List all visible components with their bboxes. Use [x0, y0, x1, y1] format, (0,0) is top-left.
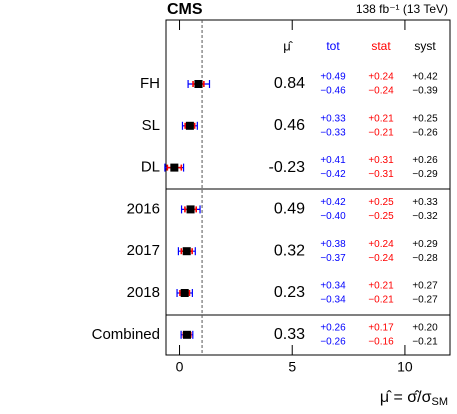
x-tick-label: 10	[397, 359, 413, 375]
error-label: −0.26	[320, 336, 346, 347]
value-label: -0.23	[269, 159, 306, 176]
error-label: −0.42	[320, 169, 346, 180]
error-label: −0.39	[412, 86, 438, 97]
error-label: −0.33	[320, 127, 346, 138]
value-label: 0.46	[274, 117, 305, 134]
value-label: 0.32	[274, 242, 305, 259]
point	[194, 80, 203, 88]
error-label: −0.46	[320, 86, 346, 97]
error-label: −0.40	[320, 211, 346, 222]
error-label: −0.32	[412, 211, 438, 222]
x-axis-label: μ̂ = σ̂/σSM	[380, 389, 448, 408]
error-label: −0.24	[368, 253, 394, 264]
error-label: +0.29	[412, 239, 438, 250]
error-label: +0.26	[412, 155, 438, 166]
x-tick-label: 0	[176, 359, 184, 375]
lumi-label: 138 fb⁻¹ (13 TeV)	[356, 2, 448, 16]
point	[182, 330, 191, 339]
point	[170, 163, 179, 172]
column-header: μ̂	[283, 38, 293, 53]
error-label: −0.21	[368, 127, 394, 138]
error-label: −0.29	[412, 169, 438, 180]
y-tick-label: 2017	[127, 242, 160, 259]
error-label: +0.42	[412, 72, 438, 83]
plot-frame	[165, 19, 451, 356]
error-label: +0.17	[368, 322, 394, 333]
error-label: +0.33	[320, 113, 346, 124]
error-label: +0.24	[368, 72, 394, 83]
error-label: −0.34	[320, 295, 346, 306]
error-label: +0.41	[320, 155, 346, 166]
error-label: +0.27	[412, 281, 438, 292]
error-label: −0.27	[412, 295, 438, 306]
x-axis-label-main: μ̂ = σ̂/σ	[380, 389, 432, 406]
error-label: −0.21	[368, 295, 394, 306]
error-label: −0.21	[412, 336, 438, 347]
experiment-label: CMS	[167, 1, 203, 18]
column-header: stat	[371, 39, 391, 53]
y-tick-label: FH	[140, 75, 160, 92]
y-tick-label: DL	[141, 159, 160, 176]
error-label: −0.16	[368, 336, 394, 347]
x-axis-label-sub: SM	[432, 396, 449, 408]
error-label: +0.25	[368, 197, 394, 208]
column-header: tot	[326, 39, 340, 53]
error-label: +0.34	[320, 281, 346, 292]
column-header: syst	[414, 39, 436, 53]
error-label: −0.25	[368, 211, 394, 222]
value-label: 0.23	[274, 284, 305, 301]
error-label: +0.21	[368, 281, 394, 292]
y-tick-label: 2018	[127, 284, 160, 301]
error-label: −0.28	[412, 253, 438, 264]
error-label: −0.24	[368, 86, 394, 97]
point	[186, 205, 195, 214]
value-label: 0.33	[274, 326, 305, 343]
error-label: −0.31	[368, 169, 394, 180]
error-label: +0.24	[368, 239, 394, 250]
error-label: +0.33	[412, 197, 438, 208]
point	[182, 247, 191, 256]
error-label: −0.26	[412, 127, 438, 138]
error-label: +0.42	[320, 197, 346, 208]
error-label: +0.20	[412, 322, 438, 333]
error-label: +0.21	[368, 113, 394, 124]
error-label: +0.38	[320, 239, 346, 250]
error-label: +0.31	[368, 155, 394, 166]
point	[185, 121, 194, 130]
x-tick-label: 5	[288, 359, 296, 375]
value-label: 0.49	[274, 201, 305, 218]
error-label: +0.26	[320, 322, 346, 333]
value-label: 0.84	[274, 75, 305, 92]
y-tick-label: 2016	[127, 200, 160, 217]
error-label: −0.37	[320, 253, 346, 264]
y-tick-label: SL	[142, 117, 160, 134]
error-label: +0.49	[320, 72, 346, 83]
point	[180, 289, 189, 297]
y-tick-label: Combined	[92, 326, 160, 343]
error-label: +0.25	[412, 113, 438, 124]
